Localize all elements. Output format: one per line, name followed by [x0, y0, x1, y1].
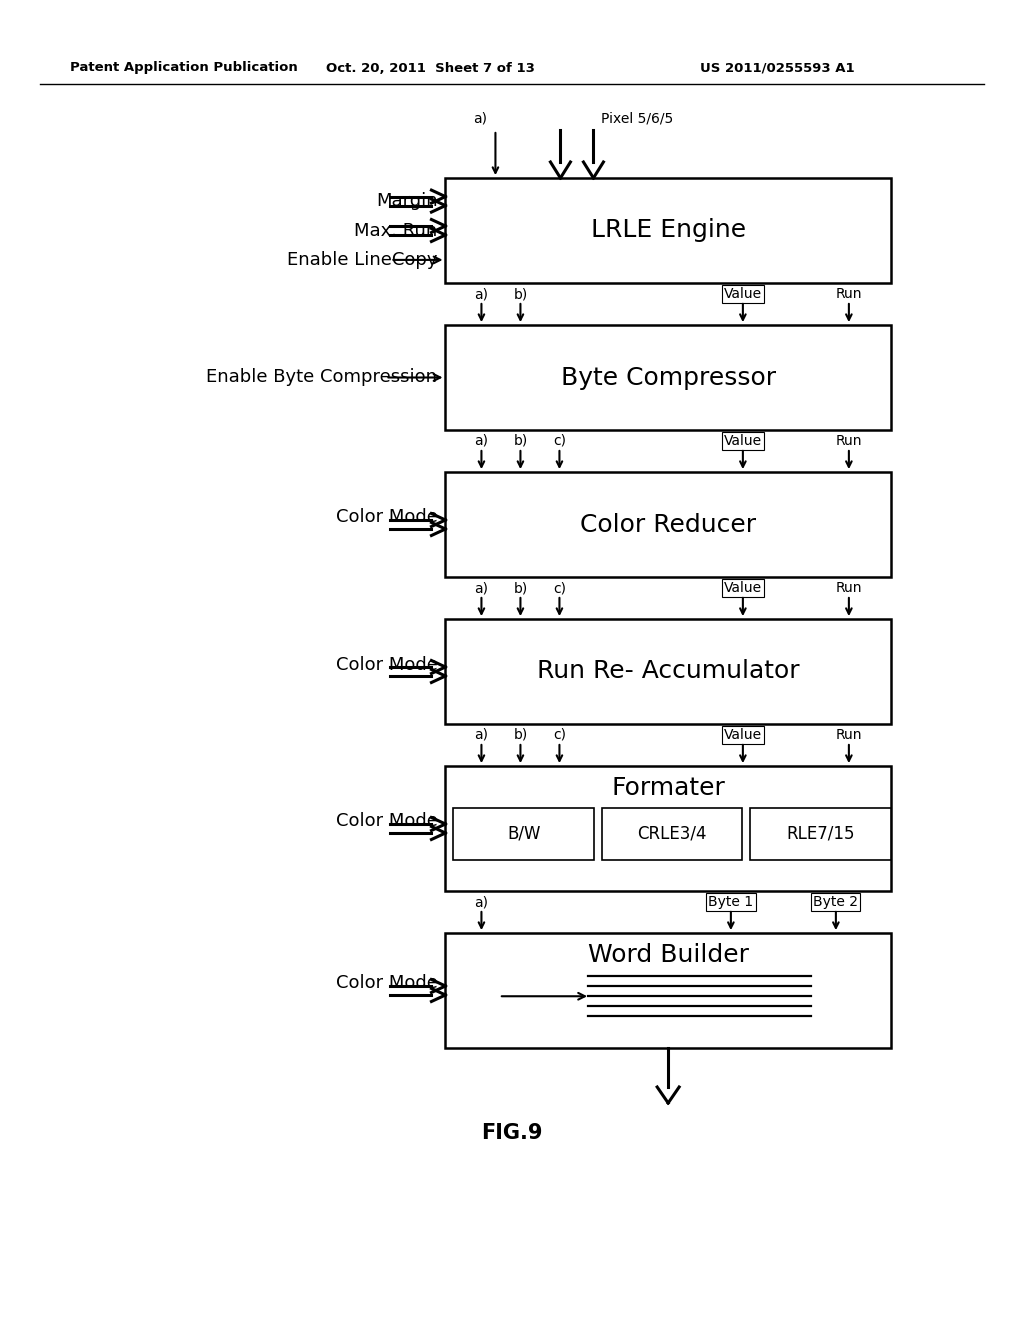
Bar [445, 473, 891, 577]
Text: b): b) [513, 434, 527, 447]
Text: Byte Compressor: Byte Compressor [560, 366, 776, 389]
Text: a): a) [474, 434, 488, 447]
Text: Color Mode: Color Mode [336, 656, 437, 673]
Text: Run: Run [836, 581, 862, 595]
Bar [602, 808, 742, 861]
Text: CRLE3/4: CRLE3/4 [637, 825, 707, 843]
Text: Enable LineCopy: Enable LineCopy [287, 251, 437, 269]
Text: LRLE Engine: LRLE Engine [591, 219, 745, 243]
Text: b): b) [513, 581, 527, 595]
Text: B/W: B/W [507, 825, 541, 843]
Bar [751, 808, 891, 861]
Text: Enable Byte Compression: Enable Byte Compression [207, 368, 437, 387]
Text: a): a) [473, 111, 487, 125]
Text: Value: Value [724, 286, 762, 301]
Text: FIG.9: FIG.9 [481, 1123, 543, 1143]
Text: Run: Run [836, 729, 862, 742]
Bar [445, 766, 891, 891]
Text: b): b) [513, 286, 527, 301]
Text: a): a) [474, 729, 488, 742]
Text: Value: Value [724, 434, 762, 447]
Text: b): b) [513, 729, 527, 742]
Bar [445, 933, 891, 1048]
Bar [445, 619, 891, 723]
Text: c): c) [553, 729, 566, 742]
Bar [445, 178, 891, 282]
Text: a): a) [474, 581, 488, 595]
Text: Margin: Margin [376, 193, 437, 210]
Text: Value: Value [724, 581, 762, 595]
Text: Run: Run [836, 286, 862, 301]
Text: US 2011/0255593 A1: US 2011/0255593 A1 [700, 62, 855, 74]
Text: Byte 2: Byte 2 [813, 895, 858, 909]
Text: c): c) [553, 434, 566, 447]
Text: RLE7/15: RLE7/15 [786, 825, 855, 843]
Text: Color Reducer: Color Reducer [581, 512, 756, 536]
Text: Pixel 5/6/5: Pixel 5/6/5 [601, 111, 674, 125]
Text: Color Mode: Color Mode [336, 508, 437, 527]
Text: a): a) [474, 895, 488, 909]
Text: Byte 1: Byte 1 [709, 895, 754, 909]
Text: Oct. 20, 2011  Sheet 7 of 13: Oct. 20, 2011 Sheet 7 of 13 [326, 62, 535, 74]
Text: Word Builder: Word Builder [588, 942, 749, 968]
Text: Run Re- Accumulator: Run Re- Accumulator [537, 660, 800, 684]
Bar [454, 808, 594, 861]
Text: Patent Application Publication: Patent Application Publication [70, 62, 298, 74]
Text: a): a) [474, 286, 488, 301]
Text: Formater: Formater [611, 776, 725, 800]
Text: Max. Run: Max. Run [354, 222, 437, 239]
Text: Value: Value [724, 729, 762, 742]
Text: c): c) [553, 581, 566, 595]
Text: Color Mode: Color Mode [336, 974, 437, 993]
Text: Color Mode: Color Mode [336, 813, 437, 830]
Text: Run: Run [836, 434, 862, 447]
Bar [445, 325, 891, 430]
